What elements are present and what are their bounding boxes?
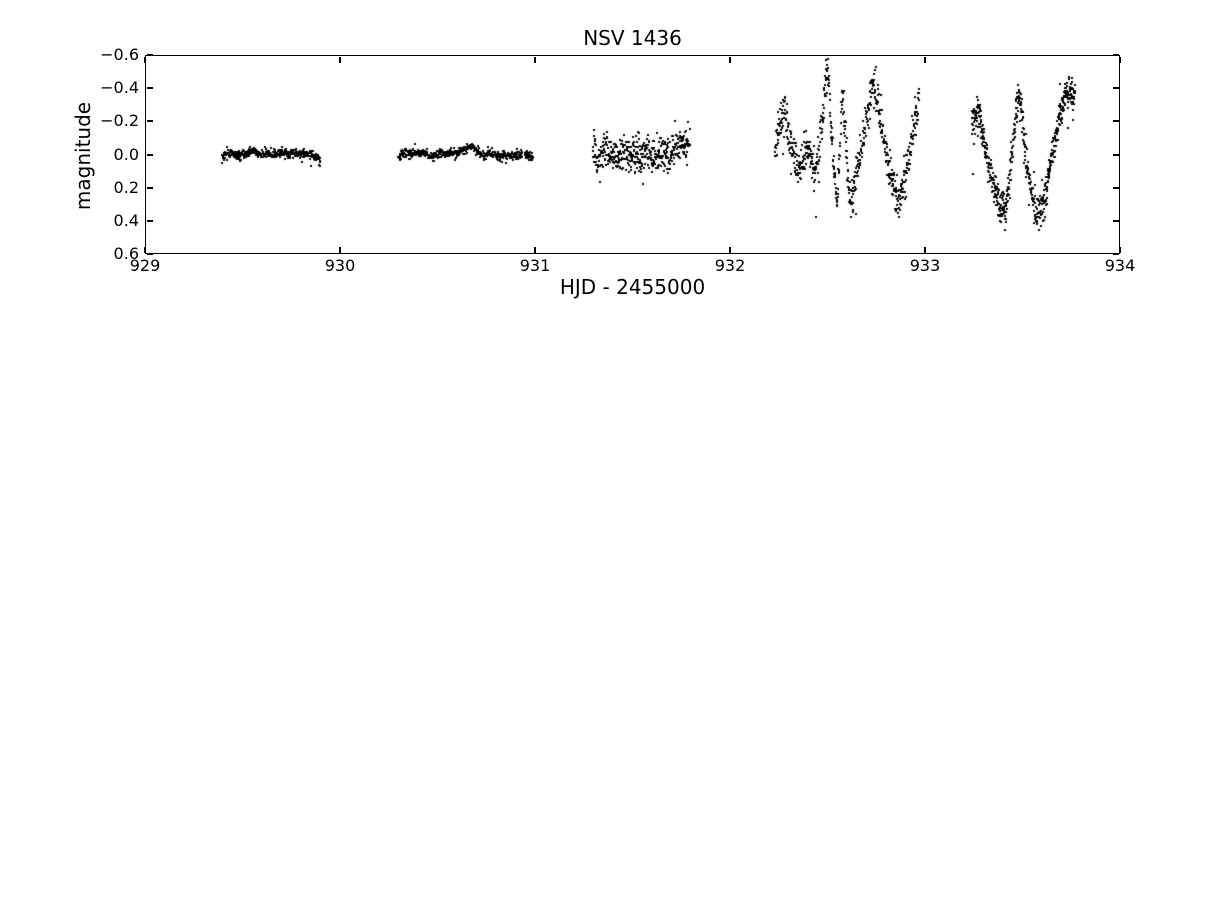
tick-mark	[1119, 246, 1121, 253]
tick-mark	[1112, 120, 1119, 122]
tick-mark	[1119, 56, 1121, 63]
tick-mark	[1112, 187, 1119, 189]
tick-mark	[1112, 154, 1119, 156]
plot-area	[144, 54, 1121, 255]
tick-mark	[1112, 54, 1119, 56]
tick-mark	[146, 120, 153, 122]
tick-mark	[534, 246, 536, 253]
tick-mark	[924, 246, 926, 253]
x-tick-label: 931	[519, 256, 551, 275]
tick-mark	[729, 56, 731, 63]
tick-mark	[146, 87, 153, 89]
tick-mark	[1112, 87, 1119, 89]
scatter-points-canvas	[145, 55, 1120, 254]
y-tick-label: −0.4	[100, 78, 139, 98]
tick-mark	[339, 246, 341, 253]
y-tick-label: 0.0	[113, 144, 139, 164]
tick-mark	[146, 253, 153, 255]
tick-mark	[1112, 253, 1119, 255]
x-tick-label: 933	[909, 256, 941, 275]
tick-mark	[1112, 220, 1119, 222]
tick-mark	[146, 54, 153, 56]
y-tick-label: −0.6	[100, 45, 139, 64]
x-axis-label: HJD - 2455000	[559, 275, 706, 299]
y-tick-label: −0.2	[100, 111, 139, 131]
tick-mark	[144, 246, 146, 253]
y-tick-label: 0.4	[113, 210, 139, 230]
x-tick-label: 930	[324, 256, 356, 275]
tick-mark	[146, 220, 153, 222]
y-tick-label: 0.6	[113, 244, 139, 263]
x-tick-label: 929	[129, 256, 161, 275]
y-tick-label: 0.2	[113, 177, 139, 197]
tick-mark	[534, 56, 536, 63]
tick-mark	[924, 56, 926, 63]
tick-mark	[144, 56, 146, 63]
x-tick-label: 934	[1104, 256, 1136, 275]
tick-mark	[146, 154, 153, 156]
chart-title: NSV 1436	[583, 26, 682, 50]
tick-mark	[146, 187, 153, 189]
x-tick-label: 932	[714, 256, 746, 275]
tick-mark	[339, 56, 341, 63]
tick-mark	[729, 246, 731, 253]
